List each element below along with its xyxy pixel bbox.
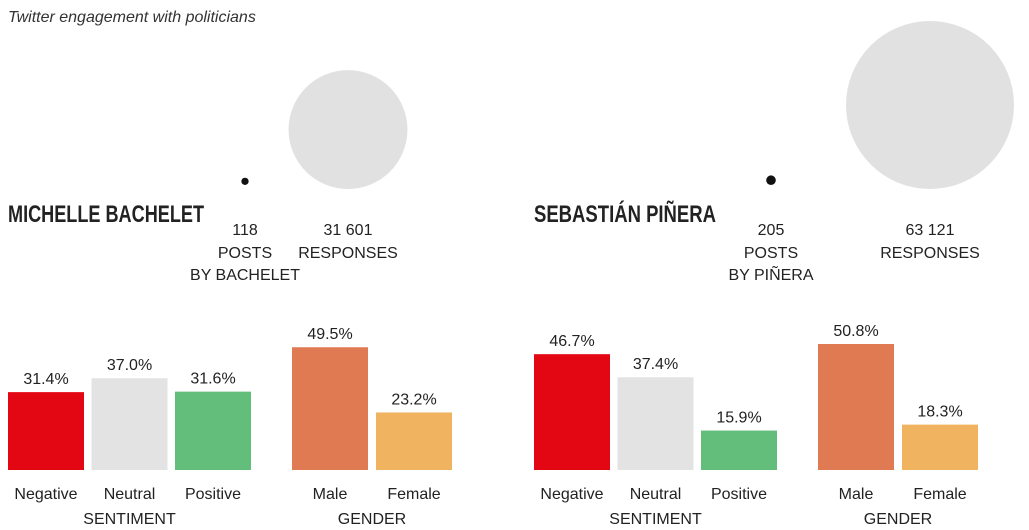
title: Twitter engagement with politicians — [8, 9, 256, 26]
bar — [175, 391, 251, 470]
value-label: 37.4% — [633, 356, 678, 373]
group-label: SENTIMENT — [609, 511, 702, 528]
bar — [91, 378, 168, 470]
value-label: 50.8% — [833, 323, 878, 340]
responses-bubble — [846, 21, 1014, 189]
category-label: Negative — [540, 486, 603, 503]
category-label: Female — [387, 486, 440, 503]
bar — [701, 430, 777, 470]
responses-bubble — [288, 70, 408, 189]
value-label: 31.6% — [190, 371, 235, 388]
value-label: 49.5% — [307, 326, 352, 343]
posts-label: BY PIÑERA — [728, 264, 813, 284]
posts-label: POSTS — [744, 245, 798, 262]
value-label: 23.2% — [391, 391, 436, 408]
category-label: Positive — [711, 486, 767, 503]
bar — [376, 412, 452, 470]
category-label: Neutral — [630, 486, 682, 503]
group-label: GENDER — [338, 511, 406, 528]
posts-label: POSTS — [218, 245, 272, 262]
category-label: Positive — [185, 486, 241, 503]
bar — [902, 424, 978, 470]
bar — [818, 344, 894, 470]
bar — [534, 354, 610, 470]
responses-label: RESPONSES — [298, 245, 398, 262]
group-label: SENTIMENT — [83, 511, 176, 528]
category-label: Negative — [14, 486, 77, 503]
responses-value: 31 601 — [324, 222, 373, 239]
posts-value: 205 — [758, 222, 785, 239]
value-label: 15.9% — [716, 410, 761, 427]
politician-name: SEBASTIÁN PIÑERA — [534, 200, 716, 228]
group-label: GENDER — [864, 511, 932, 528]
category-label: Male — [313, 486, 348, 503]
posts-dot — [766, 175, 776, 185]
value-label: 18.3% — [917, 404, 962, 421]
bar — [292, 347, 368, 470]
politician-name: MICHELLE BACHELET — [8, 201, 204, 228]
category-label: Female — [913, 486, 966, 503]
category-label: Male — [839, 486, 874, 503]
responses-value: 63 121 — [906, 222, 955, 239]
value-label: 31.4% — [23, 371, 68, 388]
bar — [617, 377, 694, 470]
category-label: Neutral — [104, 486, 156, 503]
posts-value: 118 — [232, 222, 258, 239]
responses-label: RESPONSES — [880, 245, 980, 262]
value-label: 46.7% — [549, 333, 594, 350]
bar — [8, 392, 84, 470]
posts-label: BY BACHELET — [190, 267, 300, 284]
value-label: 37.0% — [107, 357, 152, 374]
posts-dot — [241, 177, 249, 185]
